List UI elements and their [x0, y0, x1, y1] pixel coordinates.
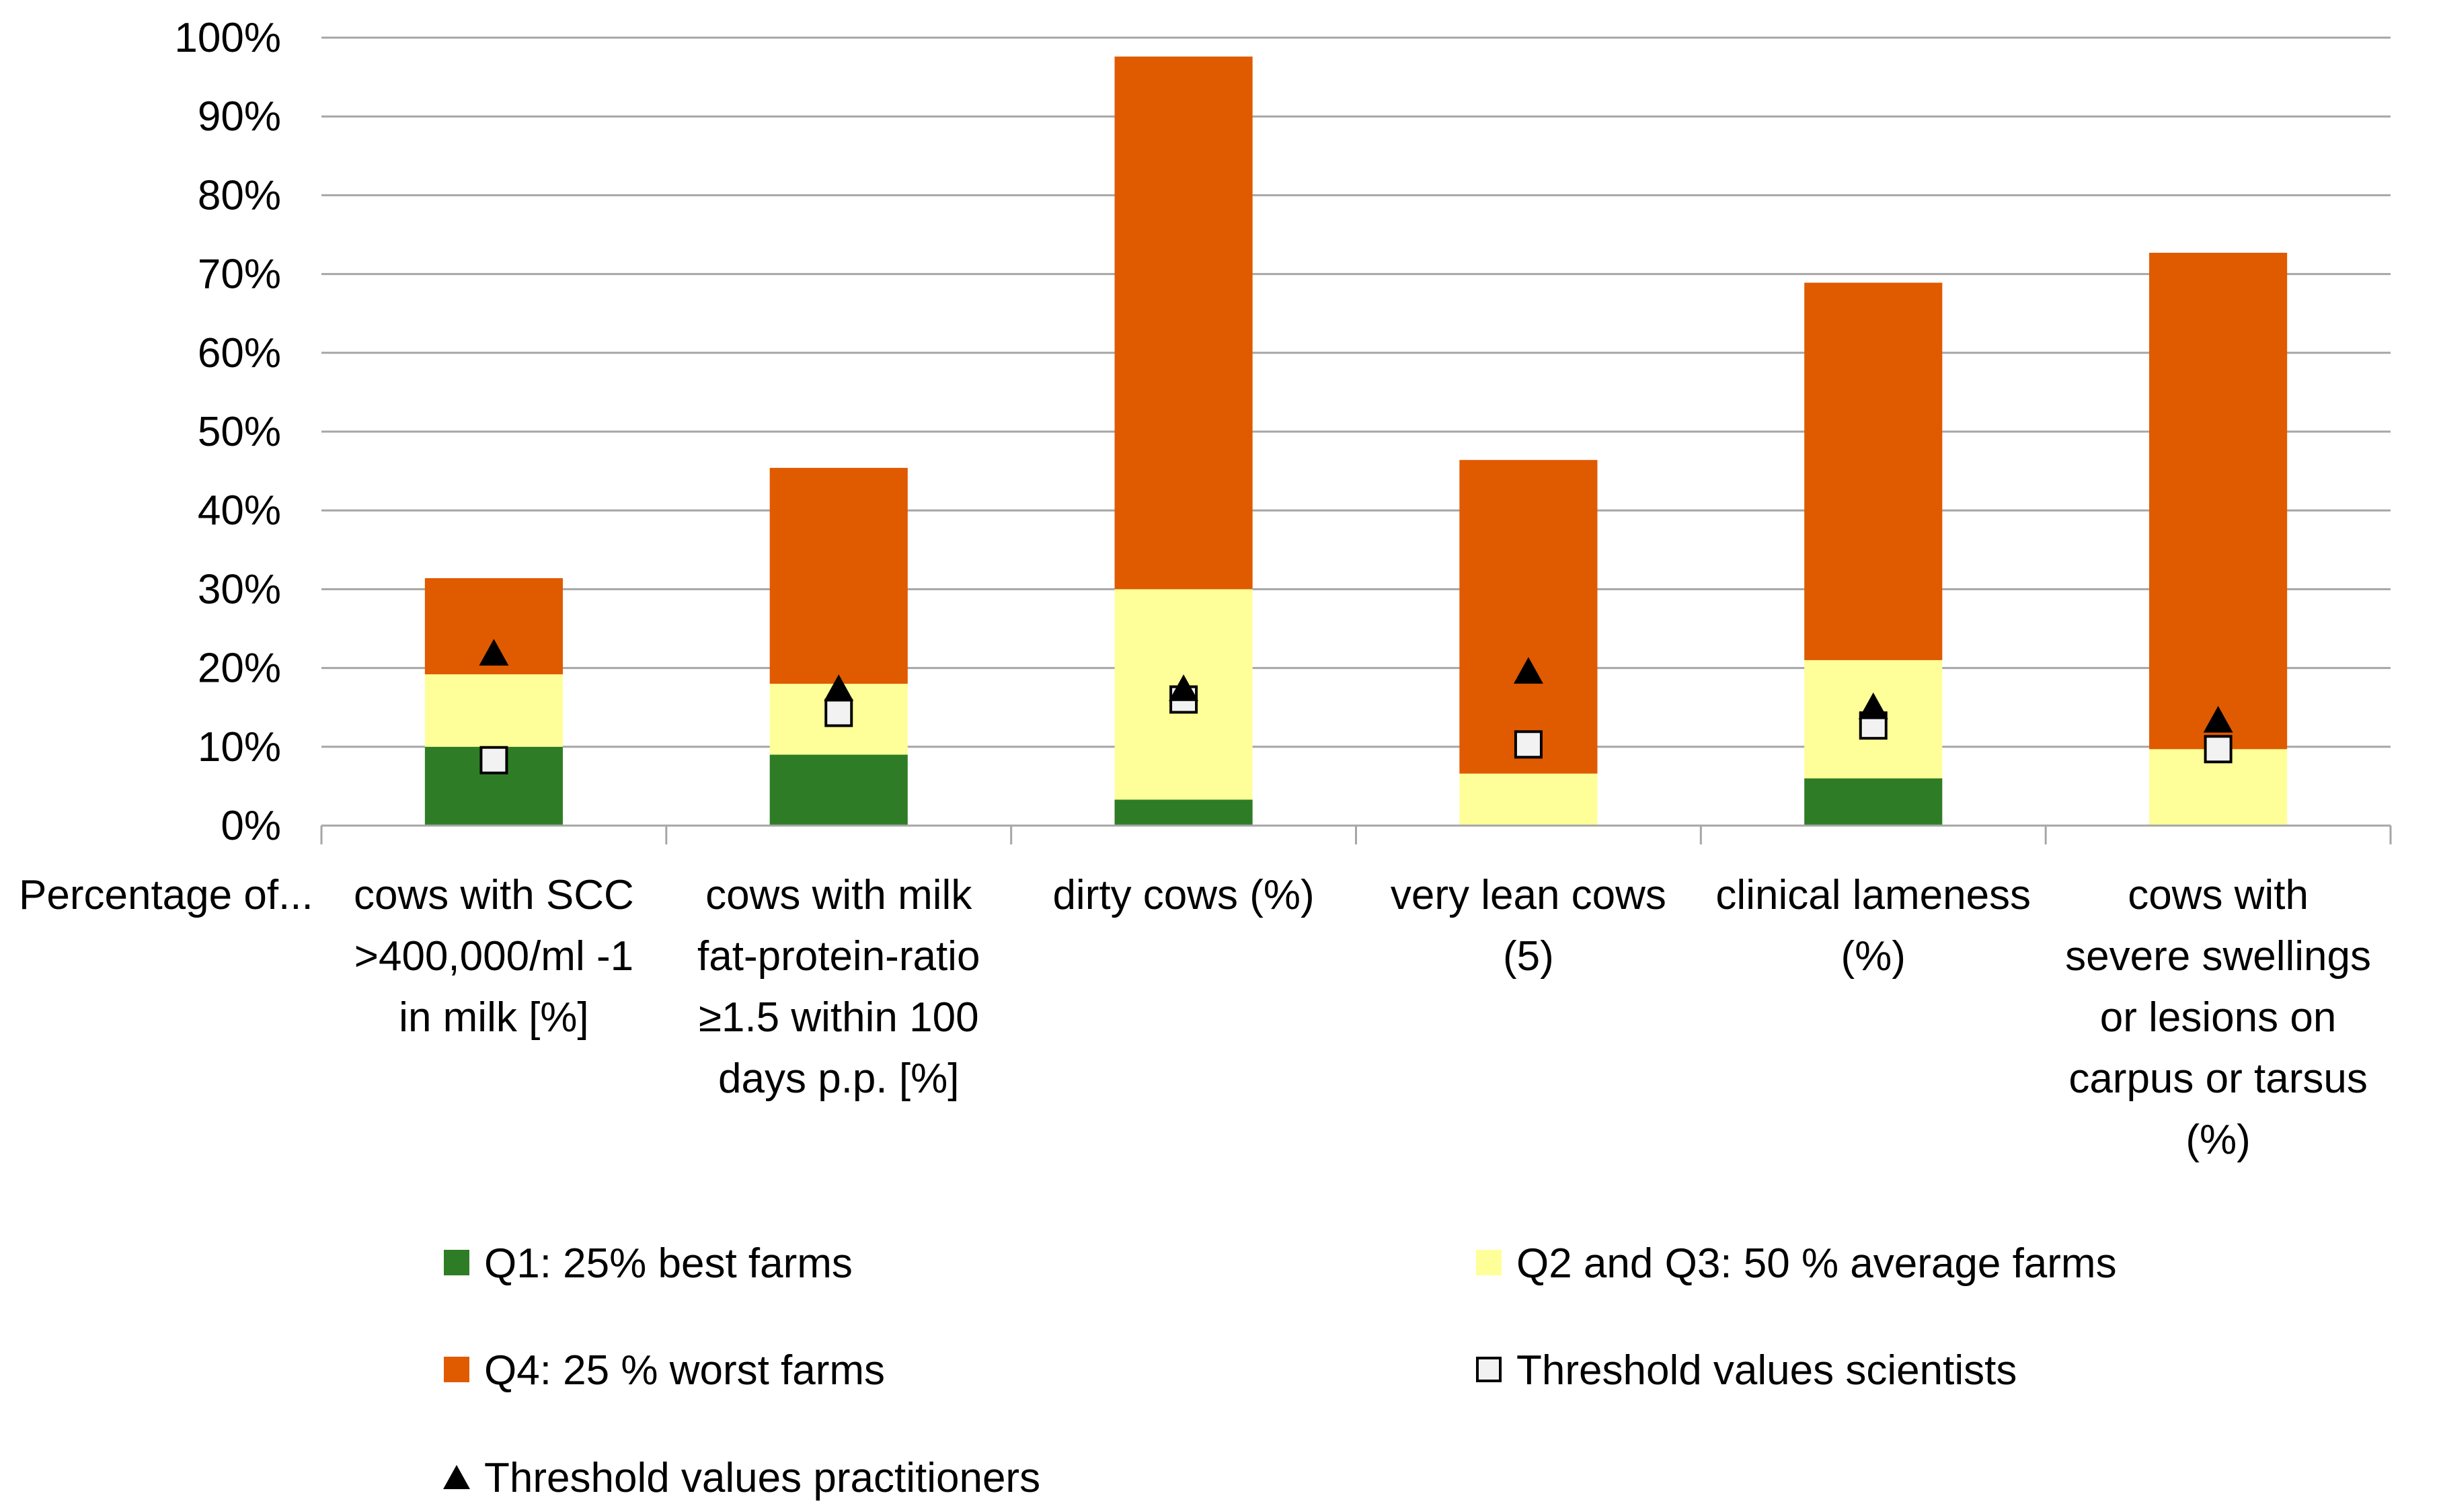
x-axis-labels: Percentage of... cows with SCC >400,000/ml… — [19, 872, 2371, 1163]
legend-swatch — [444, 1357, 469, 1382]
legend-swatch — [444, 1250, 469, 1275]
legend-swatch-triangle — [443, 1465, 470, 1489]
bar-segment-series-3 — [1459, 460, 1598, 774]
legend-label: Q4: 25 % worst farms — [484, 1347, 885, 1394]
category-label: dirty cows (%) — [1052, 872, 1314, 918]
y-tick-label: 90% — [198, 93, 281, 140]
category-label: cows with SCC >400,000/ml -1 in milk [%] — [354, 872, 634, 1041]
y-tick-label: 40% — [198, 487, 281, 534]
legend-label: Threshold values practitioners — [484, 1455, 1040, 1501]
legend-label: Q2 and Q3: 50 % average farms — [1516, 1240, 2117, 1287]
y-tick-label: 60% — [198, 330, 281, 376]
y-tick-label: 0% — [221, 803, 281, 849]
bar-segment-series-3 — [2149, 252, 2288, 750]
gridlines — [321, 36, 2391, 748]
legend-label: Q1: 25% best farms — [484, 1240, 853, 1287]
category-label: cows with severe swellings or lesions on ca… — [2065, 872, 2371, 1163]
legend-swatch-square — [1476, 1357, 1502, 1382]
bars — [424, 56, 2288, 826]
category-label-line: fat-protein-ratio — [697, 933, 980, 980]
legend-label: Threshold values scientists — [1516, 1347, 2017, 1394]
category-label-line: (%) — [1841, 933, 1906, 980]
y-tick-label: 80% — [198, 172, 281, 218]
category-label-line: clinical lameness — [1715, 872, 2031, 918]
y-tick-label: 30% — [198, 566, 281, 612]
category-label-line: days p.p. [%] — [718, 1056, 959, 1102]
marker-practitioners — [1169, 674, 1199, 701]
y-tick-label: 70% — [198, 251, 281, 298]
bar-segment-series-3 — [769, 467, 908, 684]
y-tick-label: 100% — [174, 15, 281, 61]
bar-segment-series-2 — [424, 674, 563, 747]
category-label: cows with milk fat-protein-ratio ≥1.5 with… — [697, 872, 980, 1102]
category-label-line: severe swellings — [2065, 933, 2371, 980]
category-label: clinical lameness (%) — [1715, 872, 2031, 980]
y-axis-ticks: 0% 10% 20% 30% 40% 50% 60% 70% 80% 90% 100% — [174, 15, 281, 849]
category-label-line: in milk [%] — [399, 994, 588, 1041]
y-tick-label: 20% — [198, 645, 281, 692]
category-label-line: very lean cows — [1391, 872, 1666, 918]
y-tick-label: 10% — [198, 724, 281, 770]
threshold-markers — [479, 639, 2233, 774]
marker-practitioners — [479, 639, 509, 666]
bar-segment-series-3 — [1114, 56, 1253, 590]
y-tick-label: 50% — [198, 409, 281, 455]
category-label-line: cows with milk — [705, 872, 972, 918]
category-label-line: (5) — [1503, 933, 1554, 980]
marker-scientists — [479, 746, 508, 774]
bar-segment-series-1 — [1804, 778, 1943, 826]
x-axis — [320, 824, 2392, 844]
category-label-line: >400,000/ml -1 — [354, 933, 633, 980]
marker-practitioners — [2203, 705, 2233, 733]
category-label-line: carpus or tarsus — [2068, 1056, 2368, 1102]
category-label-line: cows with SCC — [354, 872, 634, 918]
category-label: very lean cows (5) — [1391, 872, 1666, 980]
bar-segment-series-1 — [1114, 799, 1253, 826]
legend: Q1: 25% best farms Q2 and Q3: 50 % averag… — [443, 1240, 2117, 1501]
bar-segment-series-3 — [1804, 282, 1943, 660]
bar-segment-series-2 — [1459, 773, 1598, 826]
legend-swatch — [1476, 1250, 1502, 1275]
marker-scientists — [824, 699, 853, 727]
marker-practitioners — [1858, 692, 1888, 719]
category-label-line: ≥1.5 within 100 — [699, 994, 979, 1041]
category-label-line: (%) — [2185, 1117, 2250, 1163]
marker-scientists — [1514, 730, 1543, 759]
marker-scientists — [2204, 735, 2233, 764]
axis-prefix-label: Percentage of... — [19, 872, 313, 918]
bar-segment-series-1 — [769, 754, 908, 826]
category-label-line: cows with — [2128, 872, 2309, 918]
category-label-line: dirty cows (%) — [1052, 872, 1314, 918]
marker-practitioners — [824, 674, 854, 701]
marker-practitioners — [1513, 657, 1543, 684]
category-label-line: or lesions on — [2100, 994, 2337, 1041]
